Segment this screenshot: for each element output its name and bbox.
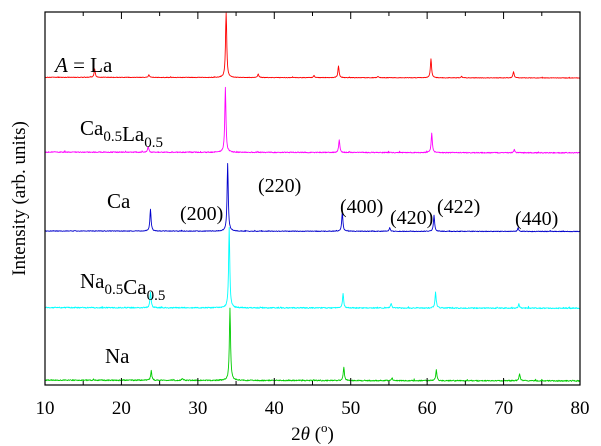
peak-annotation: (422) (437, 196, 480, 218)
x-tick-label: 10 (36, 398, 55, 419)
x-tick-label: 30 (188, 398, 207, 419)
x-tick-label: 50 (341, 398, 360, 419)
x-axis-label: 2θ (o) (291, 420, 334, 445)
series-line (44, 12, 581, 79)
series-label: Ca (107, 189, 131, 213)
series-labels: A = La Ca0.5La0.5 Ca Na0.5Ca0.5 Na (53, 53, 165, 368)
x-tick-label: 20 (112, 398, 131, 419)
peak-annotation: (200) (180, 203, 223, 225)
x-tick-label: 70 (494, 398, 513, 419)
peak-annotation: (400) (340, 196, 383, 218)
x-tick-label: 40 (265, 398, 284, 419)
y-axis-label: Intensity (arb. units) (9, 121, 30, 276)
peak-annotations: (200) (220) (400) (420) (422) (440) (180, 175, 558, 230)
series-label: Ca0.5La0.5 (80, 116, 163, 151)
x-axis-ticks: 10 20 30 40 50 60 70 80 (36, 12, 590, 419)
series-label: Na0.5Ca0.5 (80, 269, 165, 304)
peak-annotation: (420) (390, 207, 433, 229)
series-line (44, 86, 581, 154)
series-line (44, 226, 581, 310)
series-label: Na (105, 344, 130, 368)
series-line (44, 307, 581, 382)
series-line (44, 162, 581, 233)
series-traces (44, 12, 581, 382)
peak-annotation: (220) (258, 175, 301, 197)
x-tick-label: 60 (418, 398, 437, 419)
peak-annotation: (440) (515, 208, 558, 230)
series-label: A = La (53, 53, 113, 77)
x-tick-label: 80 (571, 398, 590, 419)
